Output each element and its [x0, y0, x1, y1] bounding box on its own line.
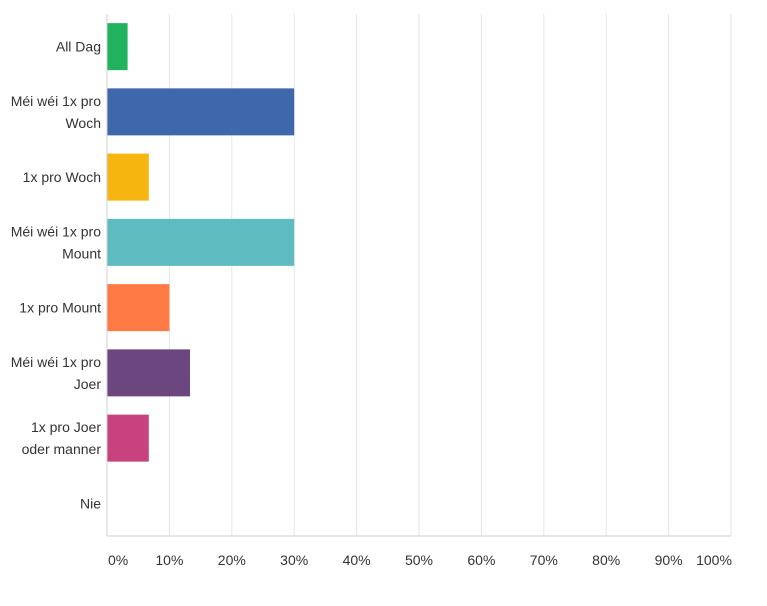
- category-label: Woch: [65, 115, 101, 131]
- x-tick-label: 80%: [592, 552, 620, 568]
- x-tick-label: 10%: [155, 552, 183, 568]
- x-tick-label: 70%: [530, 552, 558, 568]
- category-label: oder manner: [22, 441, 102, 457]
- category-label: Mount: [62, 245, 101, 261]
- x-tick-label: 60%: [467, 552, 495, 568]
- category-label: 1x pro Woch: [23, 169, 101, 185]
- x-tick-label: 0%: [108, 552, 128, 568]
- x-tick-labels: 0% 10% 20% 30% 40% 50% 60% 70% 80% 90% 100%: [108, 552, 732, 568]
- bars: [107, 23, 295, 462]
- x-tick-label: 50%: [405, 552, 433, 568]
- category-label: Nie: [80, 495, 101, 511]
- bar-3: [107, 218, 295, 266]
- category-labels: All Dag Méi wéi 1x pro Woch 1x pro Woch Méi …: [11, 39, 102, 512]
- bar-6: [107, 414, 149, 462]
- axes: [106, 14, 731, 537]
- category-label: 1x pro Mount: [19, 300, 101, 316]
- bar-0: [107, 23, 128, 71]
- x-tick-label: 90%: [655, 552, 683, 568]
- x-tick-label: 20%: [218, 552, 246, 568]
- category-label: Joer: [74, 376, 102, 392]
- bar-5: [107, 349, 190, 397]
- category-label: All Dag: [56, 39, 101, 55]
- category-label: Méi wéi 1x pro: [11, 354, 101, 370]
- category-label: 1x pro Joer: [31, 419, 101, 435]
- x-tick-label: 30%: [280, 552, 308, 568]
- bar-4: [107, 284, 170, 332]
- category-label: Méi wéi 1x pro: [11, 223, 101, 239]
- x-tick-label: 100%: [696, 552, 732, 568]
- x-tick-label: 40%: [343, 552, 371, 568]
- bar-2: [107, 153, 149, 201]
- bar-1: [107, 88, 295, 136]
- category-label: Méi wéi 1x pro: [11, 93, 101, 109]
